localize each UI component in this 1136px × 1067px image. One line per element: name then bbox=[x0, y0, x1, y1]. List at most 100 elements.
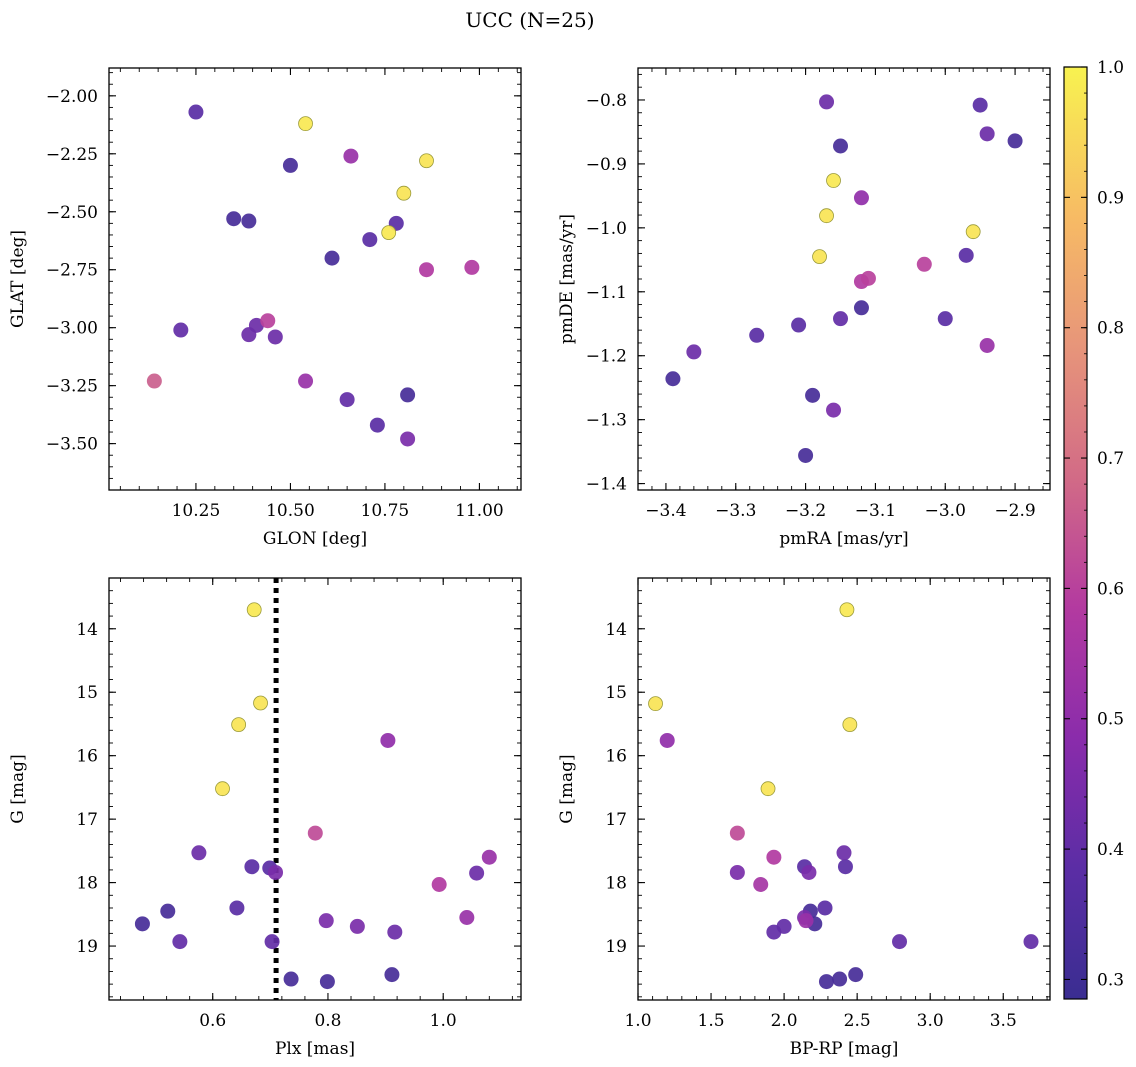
colorbar-tick-label: 0.5 bbox=[1097, 710, 1124, 730]
x-axis-label: BP-RP [mag] bbox=[790, 1039, 899, 1059]
x-tick-label: 1.0 bbox=[624, 1011, 651, 1031]
data-point bbox=[818, 974, 834, 990]
data-point bbox=[134, 916, 150, 932]
data-point bbox=[264, 934, 280, 950]
y-tick-label: −2.00 bbox=[46, 87, 98, 107]
x-tick-label: 11.00 bbox=[455, 501, 504, 521]
y-tick-label: 16 bbox=[605, 747, 627, 767]
y-tick-label: −1.4 bbox=[586, 475, 627, 495]
y-tick-label: 17 bbox=[605, 810, 627, 830]
data-point bbox=[832, 971, 848, 987]
colorbar-tick-label: 0.3 bbox=[1097, 970, 1124, 990]
data-point bbox=[172, 934, 188, 950]
data-point bbox=[459, 910, 475, 926]
data-point bbox=[798, 447, 814, 463]
x-tick-label: 10.50 bbox=[266, 501, 315, 521]
data-point bbox=[766, 849, 782, 865]
data-point bbox=[812, 249, 827, 265]
data-point bbox=[191, 845, 207, 861]
data-point bbox=[469, 865, 485, 881]
data-point bbox=[853, 190, 869, 206]
y-tick-label: −3.25 bbox=[46, 377, 98, 397]
data-point bbox=[1007, 133, 1023, 149]
y-tick-label: 19 bbox=[76, 937, 98, 957]
colorbar-tick-label: 1.0 bbox=[1097, 58, 1124, 78]
data-point bbox=[246, 602, 262, 618]
data-point bbox=[298, 373, 314, 389]
y-axis-label: pmDE [mas/yr] bbox=[557, 214, 577, 344]
y-tick-label: −1.1 bbox=[586, 283, 627, 303]
y-tick-label: 15 bbox=[605, 683, 627, 703]
y-tick-label: −2.50 bbox=[46, 203, 98, 223]
data-point bbox=[648, 696, 663, 712]
data-point bbox=[146, 373, 162, 389]
data-point bbox=[419, 153, 434, 169]
data-point bbox=[842, 717, 858, 732]
data-point bbox=[343, 148, 359, 164]
data-point bbox=[229, 900, 245, 916]
x-tick-label: 10.25 bbox=[172, 501, 221, 521]
y-tick-label: 18 bbox=[605, 874, 627, 894]
data-point bbox=[241, 213, 257, 229]
data-point bbox=[282, 157, 298, 173]
data-point bbox=[819, 208, 834, 224]
x-tick-label: −3.4 bbox=[645, 501, 686, 521]
data-point bbox=[801, 864, 817, 880]
data-point bbox=[839, 602, 855, 618]
x-tick-label: 10.75 bbox=[361, 501, 410, 521]
data-point bbox=[215, 781, 230, 797]
data-point bbox=[979, 337, 995, 353]
data-point bbox=[860, 270, 876, 286]
data-point bbox=[817, 900, 833, 916]
data-point bbox=[260, 313, 276, 329]
colorbar-tick-label: 0.7 bbox=[1097, 449, 1124, 469]
data-point bbox=[226, 211, 242, 227]
y-tick-label: −1.3 bbox=[586, 411, 627, 431]
y-tick-label: −3.50 bbox=[46, 435, 98, 455]
data-point bbox=[283, 971, 299, 987]
x-tick-label: 1.0 bbox=[430, 1011, 457, 1031]
colorbar-tick-label: 0.8 bbox=[1097, 319, 1124, 339]
data-point bbox=[307, 825, 323, 841]
data-point bbox=[836, 845, 852, 861]
x-axis-label: GLON [deg] bbox=[263, 529, 367, 549]
data-point bbox=[798, 913, 814, 929]
data-point bbox=[686, 344, 702, 360]
colorbar-tick-label: 0.9 bbox=[1097, 188, 1124, 208]
data-point bbox=[972, 97, 988, 113]
data-point bbox=[979, 126, 995, 142]
data-point bbox=[833, 138, 849, 154]
y-tick-label: 16 bbox=[76, 747, 98, 767]
data-point bbox=[231, 717, 247, 732]
data-point bbox=[384, 967, 400, 983]
x-tick-label: 3.5 bbox=[990, 1011, 1017, 1031]
data-point bbox=[837, 859, 853, 875]
y-tick-label: −0.9 bbox=[586, 155, 627, 175]
y-tick-label: 17 bbox=[76, 810, 98, 830]
y-tick-label: −1.2 bbox=[586, 347, 627, 367]
x-axis-label: pmRA [mas/yr] bbox=[779, 529, 908, 549]
x-tick-label: −3.2 bbox=[785, 501, 826, 521]
plot-frame bbox=[637, 577, 1051, 1001]
data-point bbox=[396, 185, 412, 201]
y-tick-label: −0.8 bbox=[586, 91, 627, 111]
x-tick-label: −3.1 bbox=[855, 501, 896, 521]
data-point bbox=[766, 924, 782, 940]
data-point bbox=[419, 262, 435, 278]
data-point bbox=[665, 371, 681, 387]
data-point bbox=[805, 387, 821, 403]
y-tick-label: −2.25 bbox=[46, 145, 98, 165]
panel-top-right: −3.4 −3.3 −3.2 −3.1 −3.0 −2.9 −1.4 −1.3 −1.2 −1.1… bbox=[557, 67, 1051, 549]
panel-top-left: 10.25 10.50 10.75 11.00 −3.50 −3.25 −3.00 −2.75… bbox=[8, 67, 522, 549]
colorbar-gradient bbox=[1063, 66, 1088, 1000]
data-point bbox=[1023, 934, 1039, 950]
data-point bbox=[173, 322, 189, 338]
data-point bbox=[431, 877, 447, 893]
data-point bbox=[937, 311, 953, 327]
data-point bbox=[826, 173, 841, 188]
data-point bbox=[318, 913, 334, 929]
colorbar-tick-label: 0.4 bbox=[1097, 840, 1124, 860]
y-tick-label: −3.00 bbox=[46, 319, 98, 339]
data-point bbox=[481, 849, 497, 865]
